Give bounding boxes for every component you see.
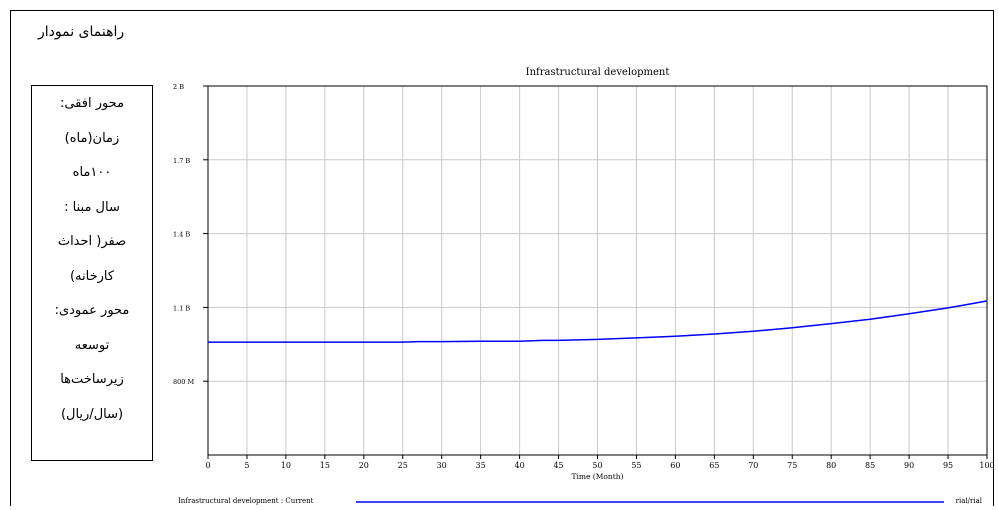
guide-box: محور افقی: زمان(ماه) ۱۰۰ماه سال مبنا : صفر( … xyxy=(31,85,153,461)
guide-line: ۱۰۰ماه xyxy=(72,165,112,180)
guide-line: توسعه xyxy=(74,337,110,353)
x-tick-label: 65 xyxy=(709,461,719,470)
x-tick-label: 0 xyxy=(205,461,210,470)
x-tick-label: 35 xyxy=(476,461,486,470)
x-tick-label: 50 xyxy=(592,461,602,470)
y-tick-label: 1.7 B xyxy=(173,157,190,165)
x-tick-label: 15 xyxy=(320,461,330,470)
guide-line: (سال/ریال) xyxy=(60,406,124,422)
x-tick-label: 100 xyxy=(979,461,994,470)
x-tick-label: 75 xyxy=(787,461,797,470)
guide-title: راهنمای نمودار xyxy=(38,24,125,40)
x-tick-label: 20 xyxy=(359,461,369,470)
x-tick-label: 55 xyxy=(631,461,641,470)
x-tick-label: 70 xyxy=(748,461,758,470)
guide-line: سال مبنا : xyxy=(64,199,120,215)
x-axis-label: Time (Month) xyxy=(571,472,623,481)
guide-line: صفر( احداث xyxy=(57,234,127,249)
y-tick-label: 1.4 B xyxy=(173,231,190,239)
guide-line: زمان(ماه) xyxy=(64,130,120,146)
x-tick-label: 95 xyxy=(943,461,953,470)
x-tick-label: 45 xyxy=(553,461,563,470)
x-tick-label: 80 xyxy=(826,461,836,470)
y-tick-label: 800 M xyxy=(173,378,194,386)
y-tick-label: 2 B xyxy=(173,83,184,91)
x-tick-label: 5 xyxy=(244,461,249,470)
x-tick-label: 30 xyxy=(437,461,447,470)
legend-series-name: Infrastructural development : Current xyxy=(178,497,314,505)
guide-line: محور افقی: xyxy=(59,96,125,111)
series-line xyxy=(208,300,988,343)
legend-series-unit: rial/rial xyxy=(955,497,982,505)
x-tick-label: 60 xyxy=(670,461,680,470)
chart-title: Infrastructural development xyxy=(526,67,670,78)
y-tick-label: 1.1 B xyxy=(173,304,190,312)
x-tick-label: 25 xyxy=(398,461,408,470)
guide-line: زیرساخت‌ها xyxy=(60,372,124,387)
x-tick-label: 85 xyxy=(865,461,875,470)
guide-line: کارخانه) xyxy=(69,268,115,284)
guide-line: محور عمودی: xyxy=(54,303,130,318)
x-tick-label: 10 xyxy=(281,461,291,470)
x-tick-label: 40 xyxy=(515,461,525,470)
chart-frame xyxy=(10,10,994,506)
plot-area xyxy=(207,85,988,456)
x-tick-label: 90 xyxy=(904,461,914,470)
